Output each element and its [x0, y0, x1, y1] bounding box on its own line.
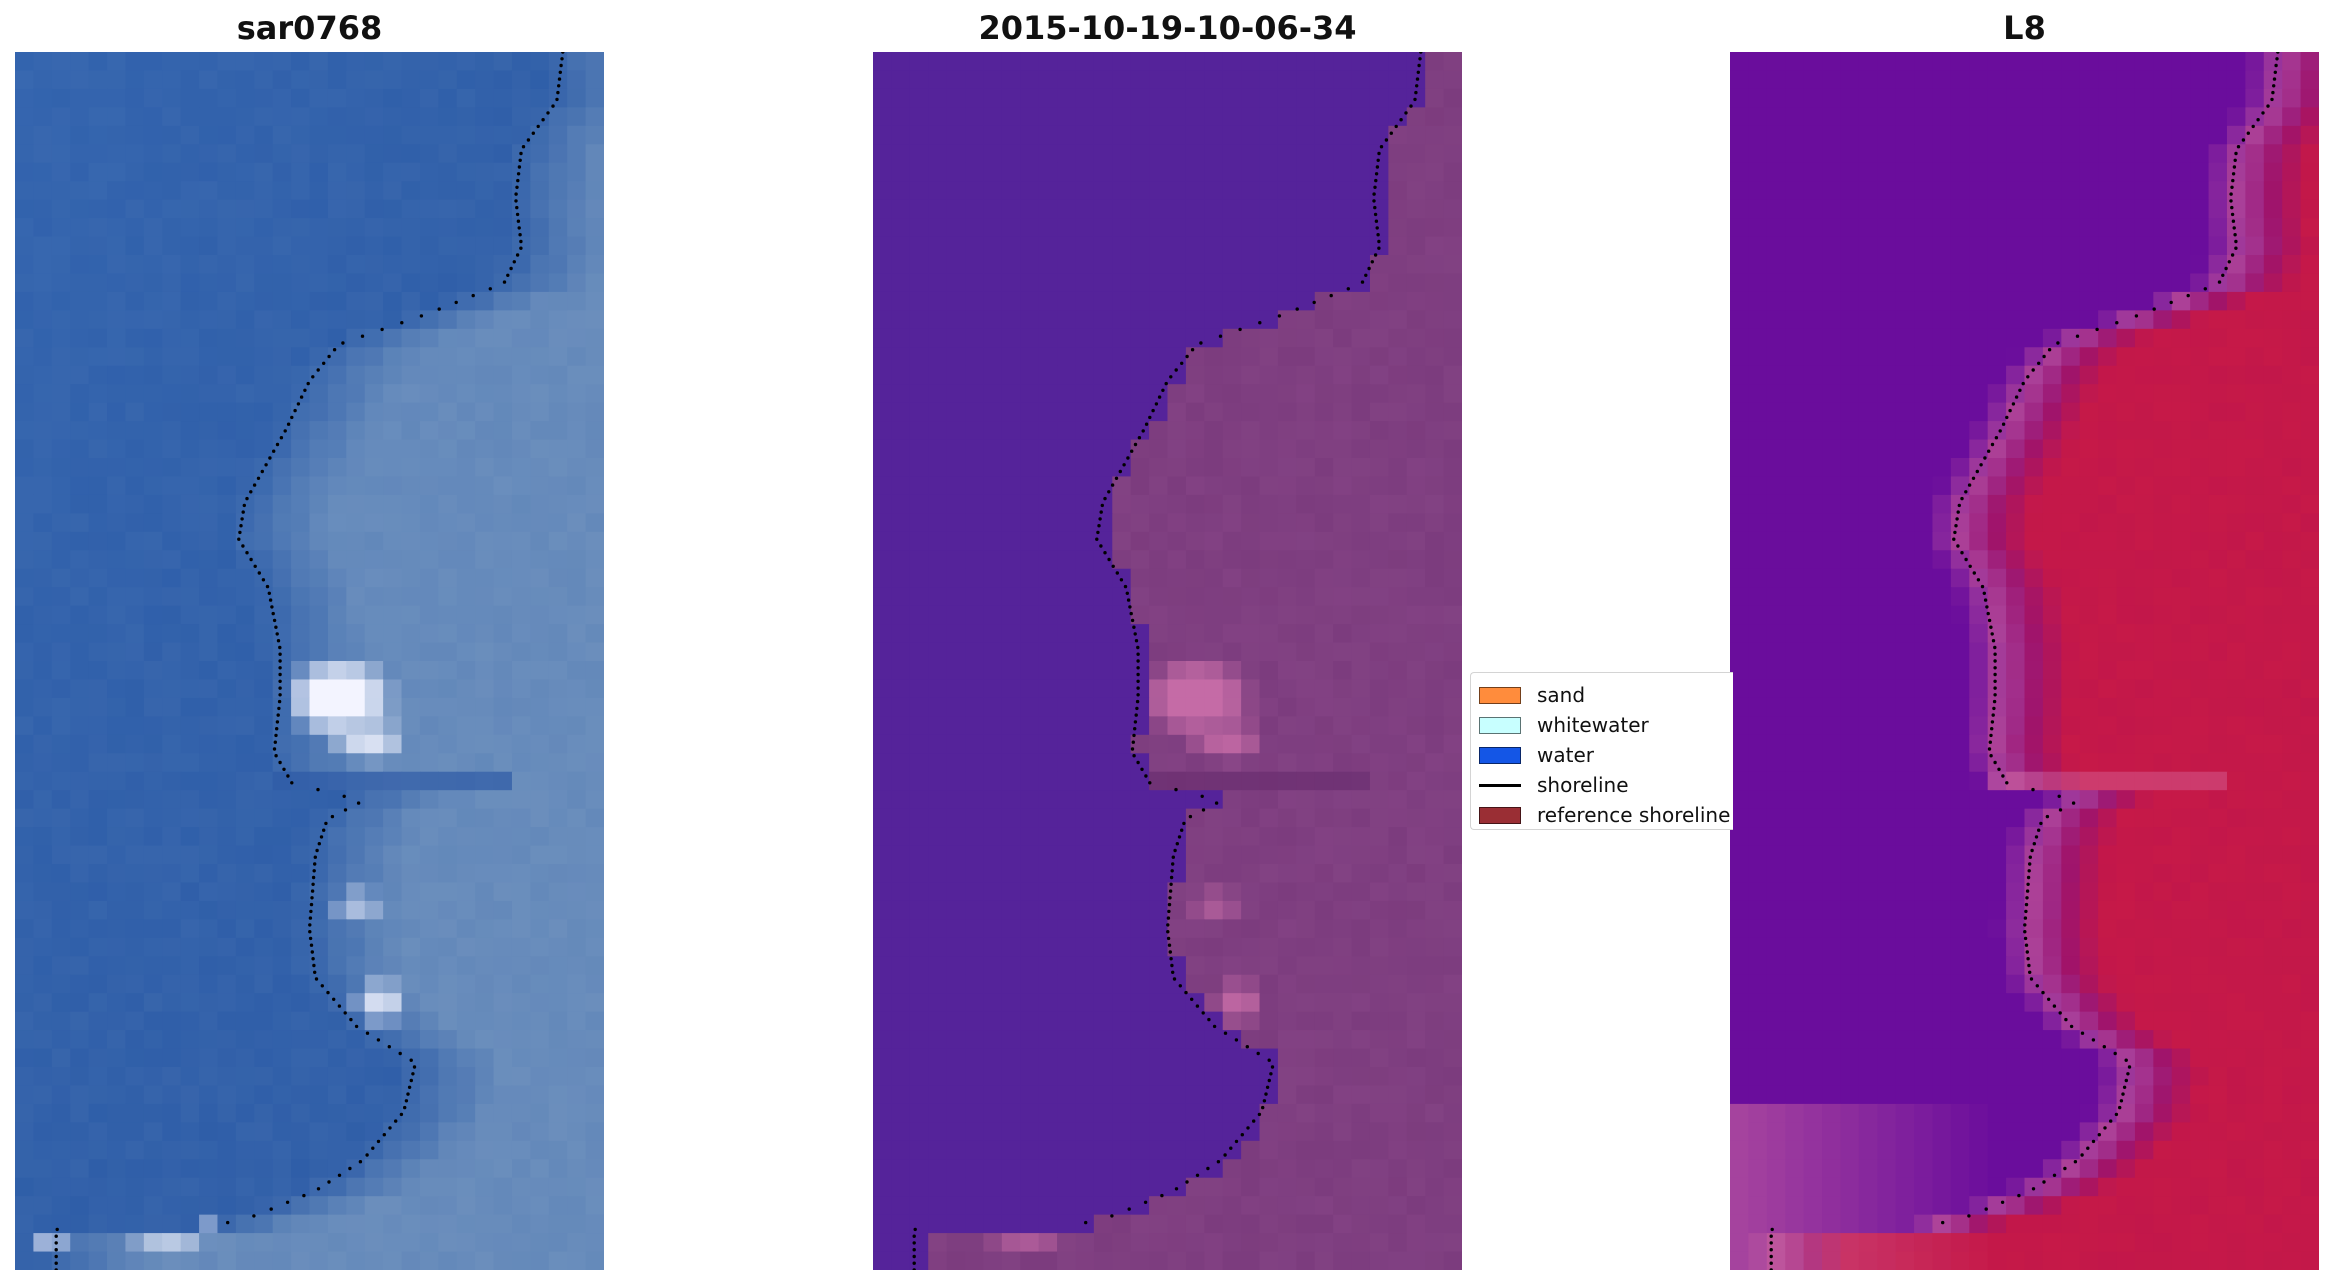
rgb-image-panel [15, 52, 604, 1270]
legend: sand whitewater water shoreline referenc… [1470, 672, 1733, 830]
index-image-panel [1730, 52, 2319, 1270]
legend-item-reference-shoreline: reference shoreline [1479, 801, 1730, 829]
legend-swatch-reference-shoreline [1479, 806, 1521, 824]
legend-label-sand: sand [1537, 683, 1586, 707]
legend-swatch-water [1479, 746, 1521, 764]
legend-item-whitewater: whitewater [1479, 711, 1649, 739]
index-image [1730, 52, 2319, 1270]
classified-image-panel [873, 52, 1462, 1270]
legend-swatch-sand [1479, 686, 1521, 704]
legend-swatch-whitewater [1479, 716, 1521, 734]
panel-title-l8: L8 [2003, 9, 2046, 47]
panel-title-sar: sar0768 [236, 9, 383, 47]
legend-label-reference-shoreline: reference shoreline [1537, 803, 1731, 827]
legend-label-whitewater: whitewater [1537, 713, 1649, 737]
legend-label-shoreline: shoreline [1537, 773, 1629, 797]
legend-label-water: water [1537, 743, 1594, 767]
legend-item-water: water [1479, 741, 1594, 769]
panel-title-date: 2015-10-19-10-06-34 [978, 9, 1357, 47]
legend-swatch-shoreline [1479, 783, 1521, 787]
legend-item-sand: sand [1479, 681, 1585, 709]
legend-item-shoreline: shoreline [1479, 771, 1629, 799]
rgb-image [15, 52, 604, 1270]
classified-image [873, 52, 1462, 1270]
